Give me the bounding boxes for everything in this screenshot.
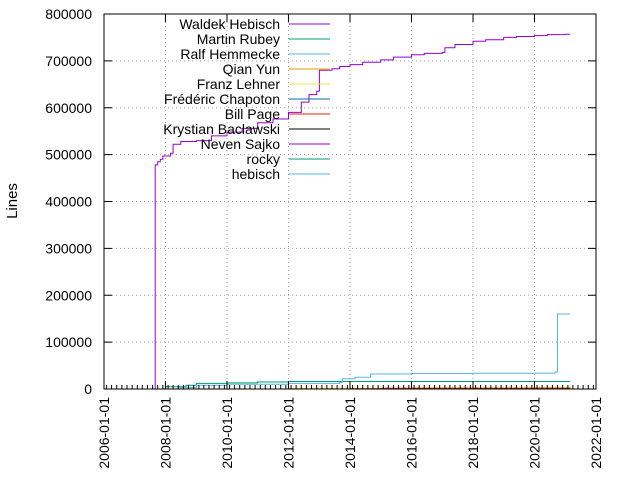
legend-label: Qian Yun <box>223 61 280 77</box>
legend-label: Krystian Baclawski <box>163 121 280 137</box>
y-tick-label: 400000 <box>45 194 92 210</box>
legend-label: Neven Sajko <box>201 136 281 152</box>
y-tick-label: 800000 <box>45 6 92 22</box>
x-tick-label: 2018-01-01 <box>465 397 481 469</box>
legend-label: hebisch <box>232 166 280 182</box>
series-line-2 <box>162 313 571 390</box>
x-tick-label: 2006-01-01 <box>96 397 112 469</box>
axes: 0 100000 200000 300000 400000 500000 600000 700… <box>45 6 604 469</box>
y-tick-label: 500000 <box>45 147 92 163</box>
y-tick-label: 700000 <box>45 53 92 69</box>
x-tick-label: 2016-01-01 <box>403 397 419 469</box>
series-line-1 <box>162 381 571 390</box>
grid <box>104 14 596 389</box>
legend-label: Frédéric Chapoton <box>164 91 280 107</box>
x-tick-label: 2010-01-01 <box>219 397 235 469</box>
legend-label: rocky <box>247 151 280 167</box>
x-tick-label: 2020-01-01 <box>526 397 542 469</box>
y-tick-label: 200000 <box>45 287 92 303</box>
series-line-0 <box>154 33 571 389</box>
y-tick-label: 600000 <box>45 100 92 116</box>
legend-label: Ralf Hemmecke <box>180 46 280 62</box>
y-tick-label: 100000 <box>45 334 92 350</box>
legend-label: Bill Page <box>225 106 280 122</box>
x-tick-label: 2012-01-01 <box>280 397 296 469</box>
legend-label: Martin Rubey <box>197 31 280 47</box>
y-axis-label: Lines <box>4 183 21 219</box>
y-tick-label: 0 <box>84 381 92 397</box>
legend-label: Waldek Hebisch <box>179 16 280 32</box>
legend-label: Franz Lehner <box>197 76 281 92</box>
y-tick-label: 300000 <box>45 240 92 256</box>
x-tick-label: 2022-01-01 <box>588 397 604 469</box>
plot-border <box>103 13 597 390</box>
x-tick-label: 2008-01-01 <box>157 397 173 469</box>
x-tick-label: 2014-01-01 <box>342 397 358 469</box>
